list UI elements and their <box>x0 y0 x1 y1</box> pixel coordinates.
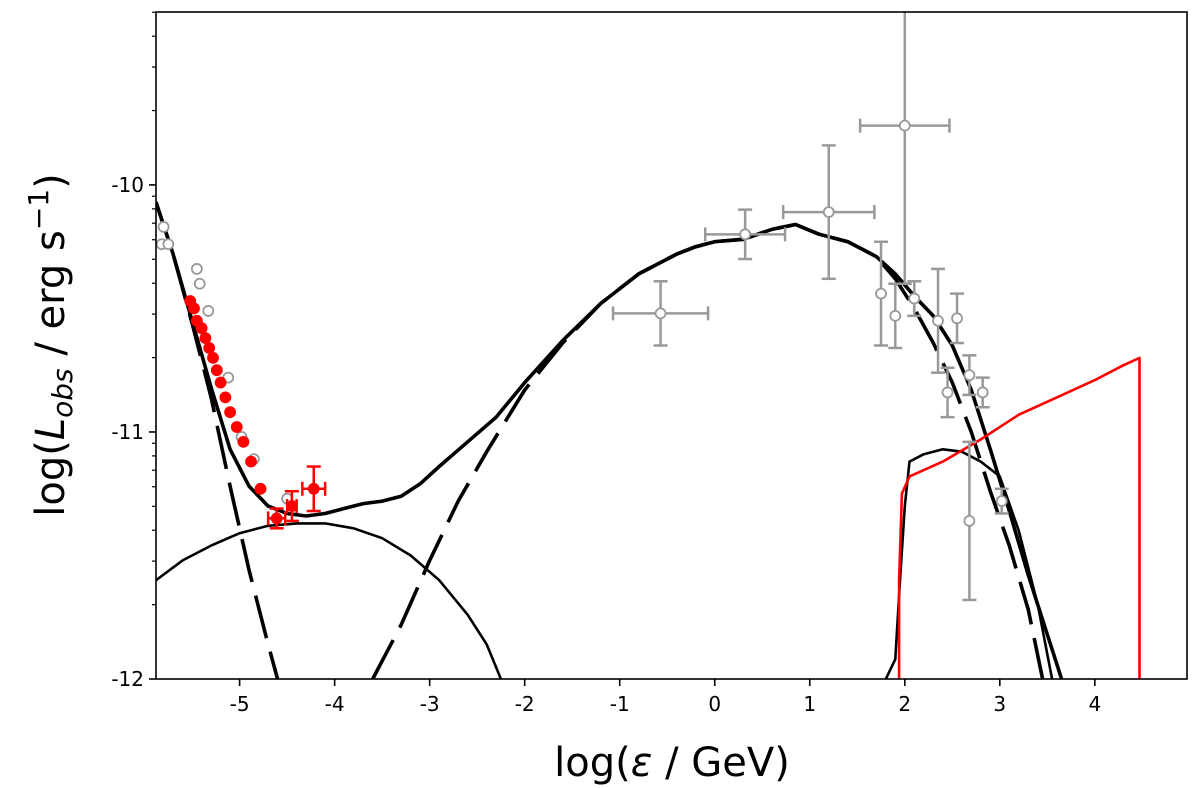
y-axis-label: log(Lobs / erg s−1) <box>22 173 79 516</box>
archival-point-4 <box>190 263 203 275</box>
archival-point-5 <box>193 277 206 290</box>
archival-point-marker <box>951 312 963 325</box>
archival-point-20 <box>940 366 955 419</box>
archival-point-marker <box>875 287 887 300</box>
observed-point-12 <box>230 421 243 433</box>
archival-point-12 <box>703 208 787 261</box>
archival-point-1 <box>157 221 170 233</box>
model-curve-3 <box>371 222 1045 679</box>
archival-point-marker <box>976 386 989 399</box>
observed-point-14 <box>245 455 257 468</box>
observed-point-marker <box>254 482 267 495</box>
archival-point-17 <box>907 280 922 318</box>
observed-point-9 <box>214 376 227 389</box>
observed-point-10 <box>219 391 232 404</box>
x-tick-label: 1 <box>803 692 816 716</box>
observed-point-7 <box>207 351 219 364</box>
archival-point-marker <box>654 307 667 320</box>
x-tick-label: -2 <box>515 692 535 716</box>
observed-point-marker <box>270 512 283 525</box>
archival-point-18 <box>931 267 946 374</box>
observed-point-marker <box>210 364 223 377</box>
observed-point-marker <box>245 455 257 468</box>
observed-point-13 <box>237 435 250 448</box>
observed-point-marker <box>224 406 237 419</box>
observed-point-marker <box>285 500 298 512</box>
archival-point-24 <box>994 487 1009 515</box>
archival-point-19 <box>950 292 965 345</box>
x-tick-label: -1 <box>610 692 630 716</box>
y-tick-label: -10 <box>111 173 144 197</box>
observed-point-6 <box>203 342 216 354</box>
archival-point-marker <box>932 314 944 327</box>
observed-point-8 <box>210 364 223 377</box>
archival-point-11 <box>611 280 710 347</box>
archival-point-marker <box>889 309 902 322</box>
archival-point-14 <box>858 12 951 285</box>
observed-point-marker <box>214 376 227 389</box>
archival-point-marker <box>822 206 835 219</box>
archival-point-marker <box>157 221 170 233</box>
x-tick-label: 0 <box>708 692 721 716</box>
archival-point-marker <box>202 305 215 317</box>
archival-point-marker <box>162 238 175 251</box>
observed-point-marker <box>237 435 250 448</box>
model-curve-4 <box>156 522 503 679</box>
plot-frame <box>155 11 1188 680</box>
observed-point-marker <box>230 421 243 433</box>
y-tick-label: -12 <box>111 667 144 691</box>
archival-point-marker <box>963 369 976 382</box>
archival-point-6 <box>202 305 215 317</box>
observed-point-4 <box>195 322 208 335</box>
archival-point-marker <box>941 386 954 399</box>
archival-point-13 <box>781 144 876 281</box>
model-curve-2 <box>156 201 280 679</box>
observed-point-marker <box>188 302 200 315</box>
x-tick-label: -5 <box>230 692 250 716</box>
x-axis-label: log(ε / GeV) <box>554 740 790 786</box>
axis-layer: -5 -4 -3 -2 -1 0 1 2 3 4-12-11-10 <box>111 11 1101 716</box>
x-tick-label: -4 <box>325 692 345 716</box>
archival-point-marker <box>190 263 203 275</box>
y-tick-label: -11 <box>111 420 144 444</box>
archival-point-22 <box>975 376 990 409</box>
observed-point-15 <box>254 482 267 495</box>
archival-point-21 <box>962 354 977 397</box>
archival-point-23 <box>962 440 977 602</box>
x-tick-label: -3 <box>420 692 440 716</box>
archival-point-marker <box>193 277 206 290</box>
archival-point-marker <box>739 228 752 241</box>
archival-point-marker <box>963 514 976 527</box>
observed-point-marker <box>199 332 212 344</box>
observed-point-marker <box>207 351 219 364</box>
observed-point-11 <box>224 406 237 419</box>
archival-point-marker <box>908 292 921 305</box>
observed-point-2 <box>188 302 200 315</box>
observed-point-marker <box>195 322 208 335</box>
x-tick-label: 3 <box>993 692 1006 716</box>
archival-point-15 <box>874 240 889 347</box>
archival-point-marker <box>898 119 911 132</box>
observed-point-18 <box>301 465 327 513</box>
plot-data-layer <box>156 12 1141 679</box>
x-tick-label: 4 <box>1088 692 1101 716</box>
observed-point-17 <box>266 507 287 530</box>
model-curve-6 <box>897 356 1141 679</box>
archival-point-16 <box>888 282 903 350</box>
observed-point-marker <box>307 482 320 495</box>
model-curve-1 <box>156 201 1064 679</box>
observed-point-marker <box>219 391 232 404</box>
observed-point-marker <box>203 342 216 354</box>
x-tick-label: 2 <box>898 692 911 716</box>
archival-point-marker <box>995 495 1008 508</box>
archival-point-3 <box>162 238 175 251</box>
observed-point-5 <box>199 332 212 344</box>
observed-point-16 <box>284 490 299 523</box>
